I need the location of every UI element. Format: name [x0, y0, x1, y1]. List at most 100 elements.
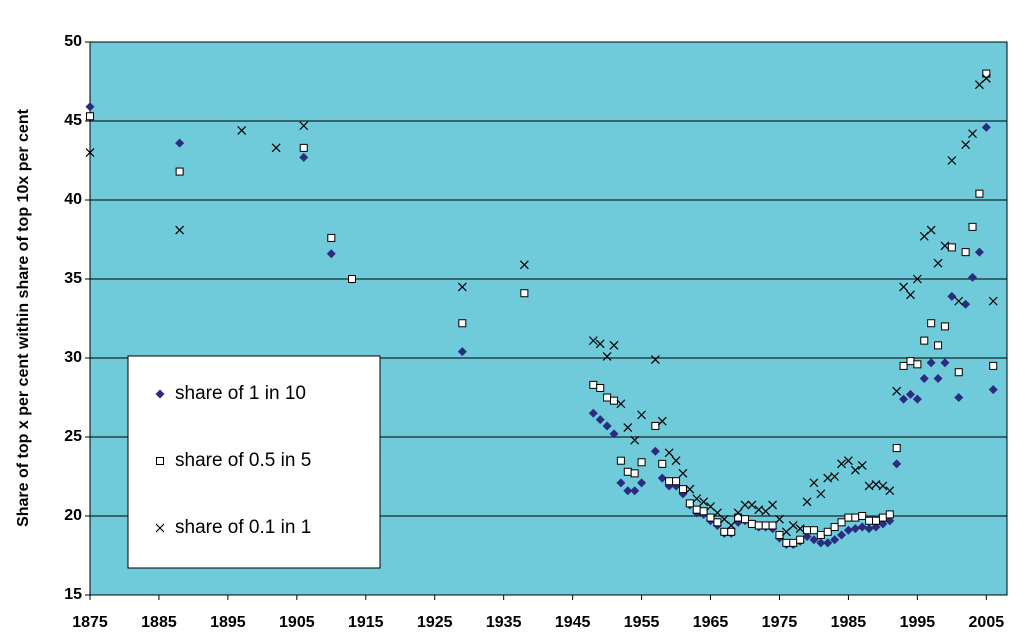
square-marker: [844, 513, 853, 522]
diamond-marker: [899, 394, 909, 404]
diamond-marker: [947, 291, 957, 301]
x-marker: [857, 461, 867, 470]
x-marker: [864, 481, 874, 491]
square-marker: [947, 243, 956, 252]
square-marker: [920, 336, 929, 345]
square-marker: [927, 319, 936, 328]
square-marker: [678, 485, 687, 494]
square-marker: [616, 456, 625, 465]
x-marker: [175, 225, 185, 235]
square-marker: [934, 341, 943, 350]
square-marker: [906, 357, 915, 366]
x-marker: [988, 296, 998, 306]
square-marker: [727, 527, 736, 536]
x-marker: [809, 478, 819, 488]
square-marker: [630, 469, 639, 478]
diamond-marker: [595, 415, 605, 425]
diamond-marker: [175, 138, 185, 148]
square-marker: [872, 516, 880, 525]
x-marker: [933, 258, 943, 268]
x-marker: [788, 521, 798, 530]
x-marker: [906, 290, 915, 300]
x-marker: [623, 423, 633, 432]
square-marker: [961, 248, 970, 257]
diamond-marker: [637, 478, 647, 488]
diamond-marker: [878, 519, 888, 529]
square-marker: [610, 396, 618, 405]
x-marker: [830, 472, 840, 481]
diamond-marker: [630, 486, 640, 496]
diamond-marker: [326, 249, 336, 259]
square-marker: [823, 527, 832, 536]
x-marker: [843, 456, 853, 466]
diamond-marker: [857, 522, 867, 532]
x-marker: [899, 282, 909, 292]
x-tick-label: 1935: [486, 614, 522, 631]
square-marker: [954, 368, 963, 377]
x-tick-label: 1945: [555, 614, 591, 631]
x-marker: [754, 505, 764, 515]
diamond-marker: [988, 385, 998, 395]
square-marker: [940, 322, 949, 331]
diamond-marker: [926, 358, 936, 368]
square-marker: [706, 513, 715, 522]
x-marker: [878, 481, 888, 491]
x-marker: [609, 340, 619, 350]
x-marker: [678, 468, 688, 478]
diamond-marker: [657, 473, 667, 483]
x-marker: [968, 129, 977, 139]
square-marker: [975, 189, 984, 198]
diamond-marker: [968, 272, 978, 282]
square-marker: [796, 535, 805, 544]
square-marker: [651, 421, 660, 430]
diamond-marker: [588, 408, 598, 418]
square-marker: [865, 516, 874, 525]
square-marker: [665, 477, 674, 486]
x-marker: [768, 500, 778, 510]
square-marker: [348, 275, 356, 283]
square-marker: [720, 527, 729, 536]
x-marker: [926, 225, 936, 235]
square-marker: [692, 505, 701, 514]
diamond-marker: [850, 524, 860, 534]
square-marker: [637, 458, 646, 467]
x-marker: [802, 497, 812, 507]
diamond-marker: [830, 535, 840, 545]
diamond-marker: [602, 421, 612, 431]
x-marker: [602, 351, 612, 361]
diamond-marker: [809, 535, 819, 545]
square-marker: [327, 233, 336, 242]
square-marker: [878, 513, 887, 522]
diamond-marker: [837, 530, 847, 540]
y-tick-label: 40: [64, 191, 82, 208]
square-marker: [520, 289, 529, 298]
square-marker: [768, 521, 777, 530]
square-marker: [658, 459, 667, 468]
x-marker: [775, 514, 784, 524]
x-marker: [237, 126, 247, 135]
square-marker: [789, 538, 798, 547]
x-marker: [837, 459, 846, 469]
square-marker: [775, 530, 784, 539]
square-marker: [968, 222, 977, 231]
x-marker: [816, 489, 826, 499]
x-tick-label: 1925: [417, 614, 453, 631]
diamond-marker: [961, 299, 971, 309]
x-marker: [637, 410, 647, 420]
diamond-marker: [155, 389, 165, 399]
square-marker: [741, 515, 749, 524]
diamond-marker: [609, 429, 619, 439]
diamond-marker: [457, 347, 467, 357]
y-tick-label: 45: [64, 112, 82, 129]
square-marker: [837, 518, 846, 527]
x-tick-label: 1985: [831, 614, 867, 631]
y-tick-label: 50: [64, 33, 82, 50]
x-tick-label: 2005: [969, 614, 1005, 631]
x-tick-label: 1965: [693, 614, 729, 631]
legend-label: share of 0.1 in 1: [175, 517, 311, 538]
x-marker: [595, 339, 605, 349]
square-marker: [892, 444, 901, 453]
x-marker: [947, 156, 957, 165]
diamond-marker: [299, 152, 309, 162]
